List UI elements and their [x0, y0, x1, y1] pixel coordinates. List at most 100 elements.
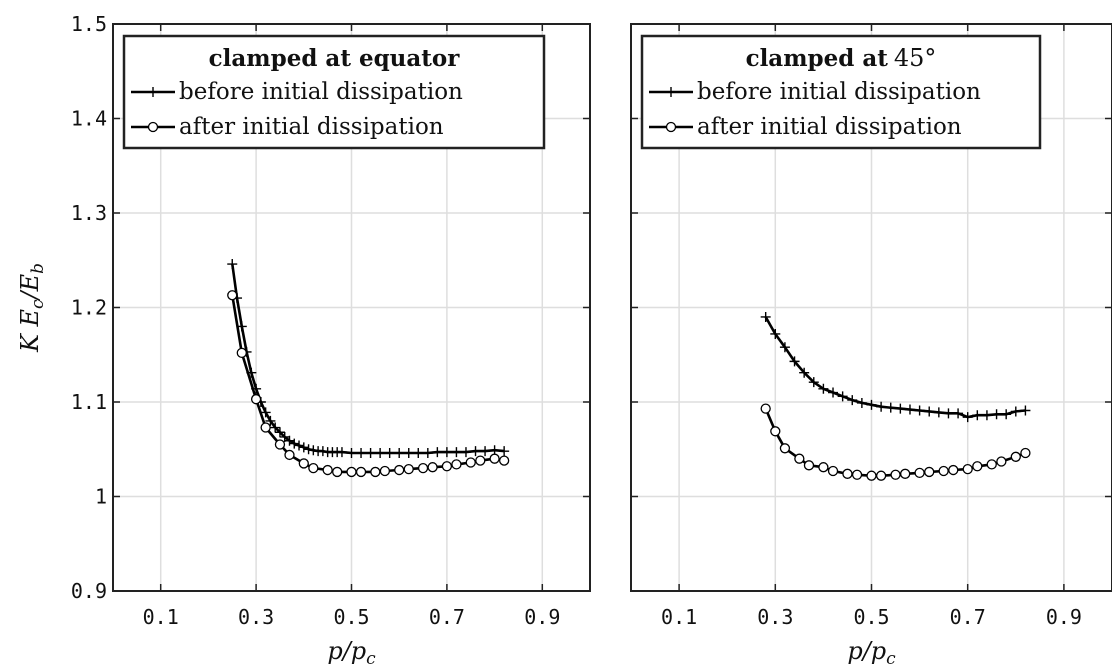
x-axis-label: p/pc: [847, 637, 896, 669]
data-point-plus: [274, 427, 285, 438]
data-point-circle: [260, 422, 271, 433]
y-tick-label: 0.9: [71, 579, 107, 603]
data-point-plus: [260, 407, 271, 418]
y-tick-label: 1.4: [71, 107, 107, 131]
data-point-circle: [355, 466, 367, 478]
data-point-plus: [828, 387, 839, 398]
data-point-plus: [227, 259, 238, 270]
data-point-circle: [938, 465, 949, 477]
data-point-plus: [346, 448, 357, 459]
y-tick-label: 1.3: [71, 201, 107, 225]
data-point-plus: [294, 440, 305, 451]
x-tick-label: 0.5: [333, 605, 369, 629]
data-point-plus: [356, 448, 367, 459]
data-point-plus: [933, 407, 944, 418]
data-point-plus: [403, 448, 414, 459]
data-point-plus: [308, 445, 319, 456]
y-axis-label: K Ec/Eb: [16, 263, 48, 353]
axes-frame: [630, 23, 1112, 592]
data-point-plus: [808, 377, 819, 388]
data-point-plus: [413, 448, 424, 459]
data-point-plus: [460, 447, 471, 458]
data-point-circle: [962, 463, 973, 475]
data-point-plus: [799, 367, 810, 378]
data-point-plus: [317, 446, 328, 457]
data-point-plus: [914, 405, 925, 416]
data-point-circle: [227, 290, 238, 301]
data-point-plus: [384, 448, 395, 459]
data-point-plus: [470, 446, 481, 457]
data-point-circle: [996, 456, 1007, 467]
data-point-circle: [770, 426, 781, 437]
data-point-circle: [417, 462, 429, 474]
data-point-plus: [1001, 409, 1012, 420]
data-point-plus: [1010, 406, 1021, 417]
data-point-plus: [289, 438, 300, 449]
data-point-plus: [972, 410, 983, 421]
data-point-circle: [498, 455, 510, 466]
panel-right-45deg: 0.1 0.3 0.5 0.7 0.9 clamped at 45° before initi…: [630, 23, 1112, 669]
data-point-plus: [962, 412, 973, 423]
data-point-plus: [499, 446, 510, 457]
data-point-circle: [489, 453, 500, 464]
data-point-circle: [986, 459, 997, 470]
x-tick-label: 0.3: [238, 605, 274, 629]
x-tick-label: 0.9: [1046, 605, 1082, 629]
data-point-circle: [465, 457, 476, 468]
data-point-circle: [298, 458, 309, 469]
x-tick-label: 0.1: [143, 605, 179, 629]
legend-marker-circle: [665, 121, 677, 133]
data-point-plus: [270, 422, 281, 433]
data-point-plus: [953, 408, 964, 419]
data-point-circle: [842, 468, 853, 479]
data-point-plus: [856, 397, 867, 408]
data-point-circle: [441, 461, 453, 472]
x-tick-label: 0.7: [429, 605, 465, 629]
data-point-circle: [914, 467, 925, 479]
x-tick-label: 0.7: [950, 605, 986, 629]
data-point-circle: [794, 453, 805, 464]
data-point-circle: [890, 469, 901, 480]
data-point-circle: [851, 469, 863, 480]
legend-box: [122, 34, 546, 150]
data-point-circle: [1020, 447, 1031, 459]
data-point-circle: [274, 439, 286, 450]
legend-entry: before initial dissipation: [697, 79, 981, 105]
data-point-plus: [1020, 405, 1031, 416]
data-point-plus: [837, 391, 848, 402]
data-point-circle: [332, 466, 343, 478]
data-point-circle: [972, 461, 983, 472]
data-point-circle: [875, 470, 887, 481]
data-point-circle: [818, 462, 829, 473]
data-point-plus: [394, 448, 405, 459]
y-tick-label: 1.1: [71, 390, 107, 414]
x-tick-label: 0.3: [757, 605, 793, 629]
data-point-plus: [770, 328, 781, 339]
x-tick-label: 0.9: [524, 605, 560, 629]
data-point-circle: [284, 449, 295, 461]
data-point-circle: [427, 462, 438, 473]
x-axis-label: p/pc: [327, 637, 376, 669]
data-point-circle: [379, 465, 391, 477]
data-point-plus: [303, 444, 314, 455]
data-point-plus: [789, 356, 800, 367]
data-point-circle: [866, 470, 877, 481]
data-point-circle: [394, 464, 405, 476]
data-point-plus: [441, 447, 452, 458]
legend-entry: after initial dissipation: [179, 114, 444, 140]
data-point-plus: [375, 448, 386, 459]
legend-entry: after initial dissipation: [697, 114, 962, 140]
data-point-circle: [236, 347, 247, 359]
data-point-plus: [298, 442, 309, 453]
data-point-plus: [480, 446, 491, 457]
data-point-plus: [451, 447, 462, 458]
data-point-plus: [991, 409, 1002, 420]
data-point-plus: [265, 415, 276, 426]
data-point-plus: [365, 448, 376, 459]
data-point-plus: [432, 447, 443, 458]
y-tick-label: 1: [95, 485, 107, 509]
legend-marker-circle: [147, 121, 159, 133]
data-point-plus: [895, 403, 906, 414]
y-tick-label: 1.2: [71, 296, 107, 320]
